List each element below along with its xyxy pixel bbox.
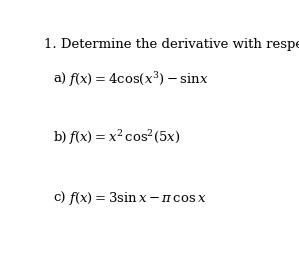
Text: $f(x) = 4\mathrm{cos}(x^3) - \mathrm{sin}x$: $f(x) = 4\mathrm{cos}(x^3) - \mathrm{sin… [60,70,208,89]
Text: c): c) [54,192,66,205]
Text: a): a) [54,73,67,86]
Text: $\mathit{f}(\mathit{x})= \mathit{x}^2\,\mathrm{cos}^2(5\mathit{x})$: $\mathit{f}(\mathit{x})= \mathit{x}^2\,\… [60,128,180,147]
Text: $\mathit{f}(\mathit{x})= 3\mathrm{sin}\,\mathit{x} - \pi\,\mathrm{cos}\,\mathit{: $\mathit{f}(\mathit{x})= 3\mathrm{sin}\,… [60,190,206,207]
Text: 1. Determine the derivative with respect to ‘x’ of:: 1. Determine the derivative with respect… [44,37,299,51]
Text: b): b) [54,131,67,144]
